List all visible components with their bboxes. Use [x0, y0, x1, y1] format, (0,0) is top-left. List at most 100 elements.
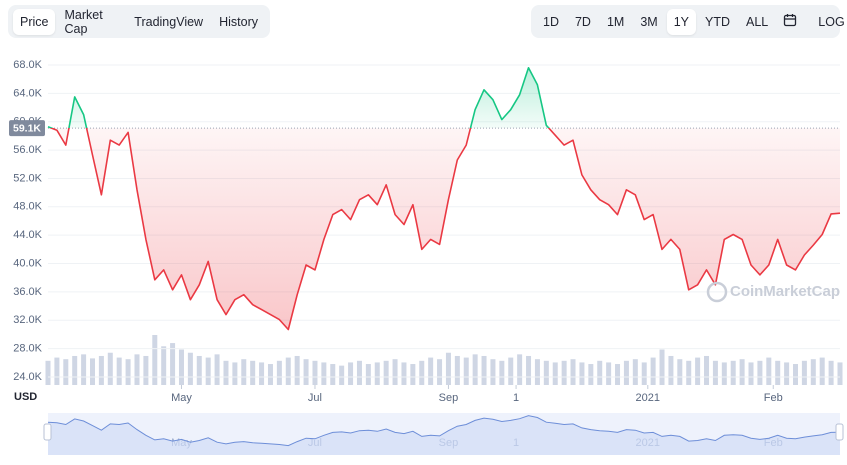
- range-button[interactable]: 7D: [574, 14, 591, 29]
- volume-bar: [374, 362, 380, 385]
- volume-bar: [588, 364, 594, 385]
- volume-bar: [89, 358, 95, 385]
- navigator-area: [48, 415, 840, 455]
- y-tick-label: 32.0K: [13, 314, 42, 326]
- volume-bar: [597, 360, 603, 385]
- volume-bar: [383, 360, 389, 385]
- volume-bar: [784, 362, 790, 385]
- volume-bar: [766, 357, 772, 385]
- volume-bar: [303, 359, 309, 385]
- volume-bar: [615, 364, 621, 385]
- volume-bar: [45, 360, 51, 385]
- volume-bar: [294, 355, 300, 385]
- volume-bar: [561, 360, 567, 385]
- range-button[interactable]: ALL: [746, 14, 769, 29]
- volume-bar: [810, 359, 816, 385]
- volume-bar: [152, 335, 158, 385]
- volume-bar: [445, 352, 451, 385]
- range-button[interactable]: 1M: [606, 14, 625, 29]
- volume-bar: [837, 362, 843, 385]
- view-tabs: Price Market Cap TradingView History: [8, 5, 270, 38]
- range-button[interactable]: 3M: [640, 14, 658, 29]
- volume-bar: [339, 365, 345, 385]
- volume-bar: [392, 359, 398, 385]
- volume-bar: [570, 359, 576, 385]
- baseline-label: 59.1K: [13, 122, 41, 134]
- volume-bar: [348, 362, 354, 385]
- volume-bar: [463, 357, 469, 385]
- volume-bar: [250, 360, 256, 385]
- tab[interactable]: Price: [13, 8, 56, 35]
- price-line: [47, 67, 841, 331]
- volume-bar: [134, 354, 140, 385]
- volume-bar: [285, 357, 291, 385]
- range-button[interactable]: YTD: [705, 14, 731, 29]
- volume-bar: [712, 360, 718, 385]
- range-button[interactable]: 1Y: [666, 8, 697, 35]
- volume-bar: [428, 357, 434, 385]
- navigator-handle[interactable]: [835, 423, 844, 441]
- currency-label: USD: [14, 391, 37, 403]
- tab[interactable]: TradingView: [134, 14, 204, 29]
- volume-bar: [695, 357, 701, 385]
- volume-bar: [819, 357, 825, 385]
- watermark: CoinMarketCap: [730, 283, 840, 300]
- volume-bar: [801, 360, 807, 385]
- volume-bar: [214, 354, 220, 385]
- volume-bar: [437, 359, 443, 385]
- volume-bar: [410, 364, 416, 385]
- tab[interactable]: Market Cap: [64, 7, 103, 36]
- volume-bar: [223, 360, 229, 385]
- volume-bar: [499, 360, 505, 385]
- y-tick-label: 24.0K: [13, 371, 42, 383]
- volume-bar: [312, 360, 318, 385]
- volume-bar: [472, 354, 478, 385]
- volume-bar: [793, 364, 799, 385]
- volume-bar: [276, 360, 282, 385]
- volume-bar: [828, 360, 834, 385]
- volume-bar: [81, 354, 87, 385]
- volume-bar: [259, 362, 265, 385]
- volume-bar: [125, 359, 131, 385]
- volume-bar: [401, 362, 407, 385]
- volume-bar: [534, 359, 540, 385]
- volume-bar: [757, 360, 763, 385]
- log-button[interactable]: LOG: [818, 14, 845, 29]
- volume-bar: [775, 360, 781, 385]
- volume-bar: [641, 362, 647, 385]
- volume-bar: [330, 364, 336, 385]
- volume-bar: [668, 355, 674, 385]
- volume-bar: [748, 362, 754, 385]
- range-button[interactable]: 1D: [543, 14, 559, 29]
- calendar-button[interactable]: [777, 9, 803, 34]
- volume-bar: [721, 362, 727, 385]
- y-tick-label: 68.0K: [13, 59, 42, 71]
- volume-bar: [677, 359, 683, 385]
- volume-bar: [54, 357, 60, 385]
- volume-bar: [143, 355, 149, 385]
- volume-bar: [107, 352, 113, 385]
- volume-bar: [632, 359, 638, 385]
- y-tick-label: 28.0K: [13, 343, 42, 355]
- volume-bar: [161, 346, 167, 385]
- volume-bar: [241, 359, 247, 385]
- range-buttons: 1D 7D 1M 3M 1Y YTD ALL LOG: [531, 5, 845, 38]
- volume-bar: [686, 360, 692, 385]
- volume-bar: [579, 362, 585, 385]
- y-tick-label: 64.0K: [13, 87, 42, 99]
- volume-bar: [72, 355, 78, 385]
- price-area: [48, 67, 840, 330]
- watermark-logo: [706, 281, 728, 303]
- volume-bar: [659, 349, 665, 385]
- navigator-handle[interactable]: [43, 423, 52, 441]
- volume-bar: [365, 364, 371, 385]
- y-tick-label: 44.0K: [13, 229, 42, 241]
- baseline-label-bg: [9, 120, 45, 137]
- volume-bar: [606, 362, 612, 385]
- y-tick-label: 48.0K: [13, 201, 42, 213]
- volume-bar: [543, 360, 549, 385]
- x-tick-label: May: [171, 392, 192, 404]
- y-tick-label: 40.0K: [13, 257, 42, 269]
- tab[interactable]: History: [219, 14, 258, 29]
